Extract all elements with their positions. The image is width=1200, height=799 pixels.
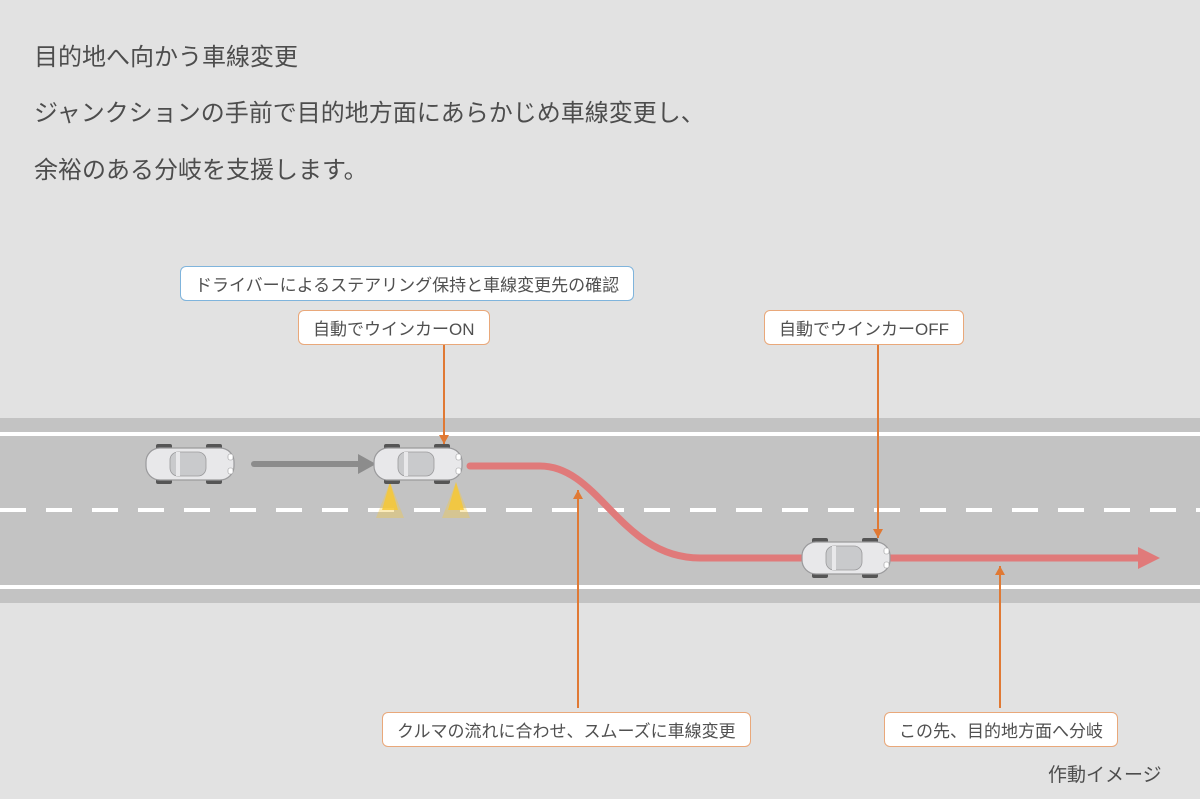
diagram-scene	[0, 0, 1200, 799]
label-branch-ahead: この先、目的地方面へ分岐	[884, 712, 1118, 747]
label-blinker-off: 自動でウインカーOFF	[764, 310, 964, 345]
caption: 作動イメージ	[1048, 760, 1162, 787]
car-icon	[146, 444, 234, 484]
label-smooth-change: クルマの流れに合わせ、スムーズに車線変更	[382, 712, 751, 747]
car-icon	[802, 538, 890, 578]
label-blinker-on: 自動でウインカーON	[298, 310, 490, 345]
label-driver-check: ドライバーによるステアリング保持と車線変更先の確認	[180, 266, 634, 301]
